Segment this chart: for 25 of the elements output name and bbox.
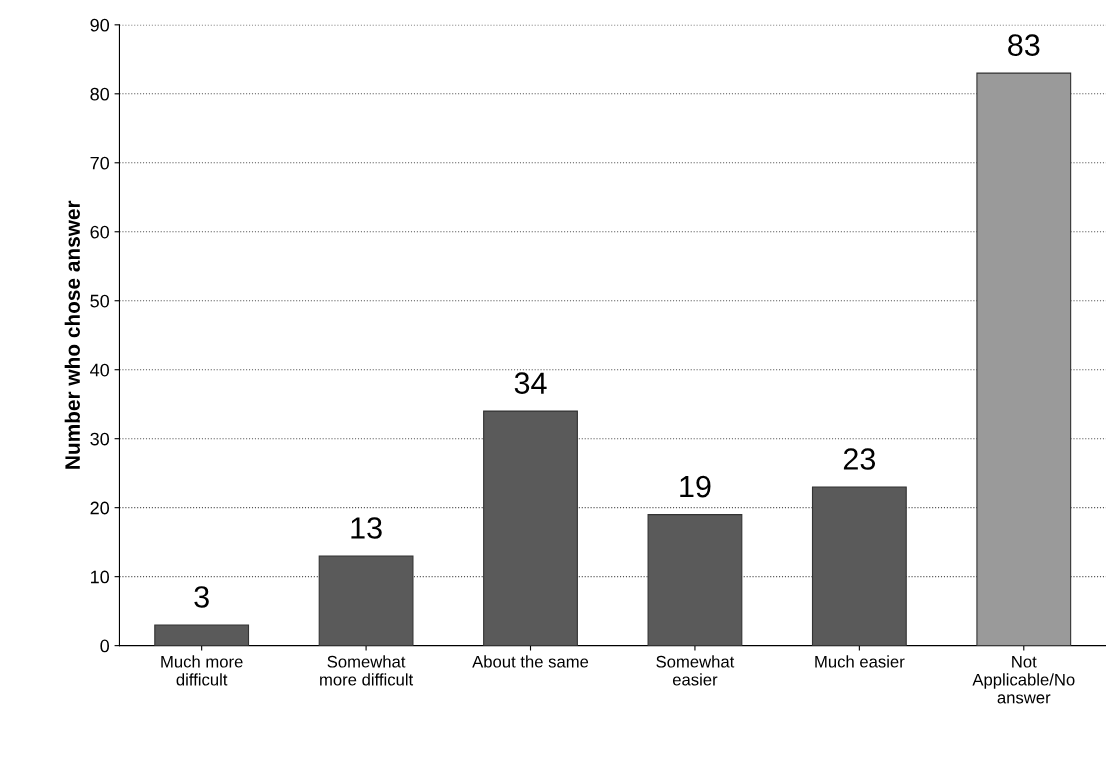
- data-label: 19: [680, 475, 711, 498]
- x-tick-label: Much more difficult: [161, 655, 243, 686]
- data-label: 34: [514, 372, 547, 394]
- y-tick-label: 50: [90, 294, 110, 308]
- y-tick-label: 70: [90, 156, 110, 170]
- bar: [976, 72, 1072, 646]
- x-tick-label: Somewhat more difficult: [320, 655, 414, 686]
- y-tick-label: 30: [90, 432, 110, 446]
- y-axis-title: Number who chose answer: [64, 200, 80, 469]
- y-tick-label: 60: [90, 225, 110, 239]
- bar: [154, 624, 250, 646]
- x-tick-label: Somewhat easier: [656, 655, 735, 686]
- y-tick-label: 80: [90, 87, 110, 101]
- data-label: 83: [1008, 34, 1040, 56]
- y-tick-label: 10: [91, 570, 110, 584]
- data-label: 13: [351, 517, 382, 539]
- x-tick-label: About the same: [472, 655, 589, 668]
- data-label: 3: [194, 586, 209, 608]
- y-tick-label: 90: [90, 18, 110, 32]
- x-tick-label: Much easier: [815, 655, 905, 668]
- data-label: 23: [843, 448, 876, 470]
- y-tick-label: 20: [90, 501, 110, 515]
- y-tick-label: 40: [90, 363, 110, 377]
- x-tick-label: Not Applicable/No answer: [972, 655, 1075, 704]
- y-tick-label: 0: [100, 639, 110, 653]
